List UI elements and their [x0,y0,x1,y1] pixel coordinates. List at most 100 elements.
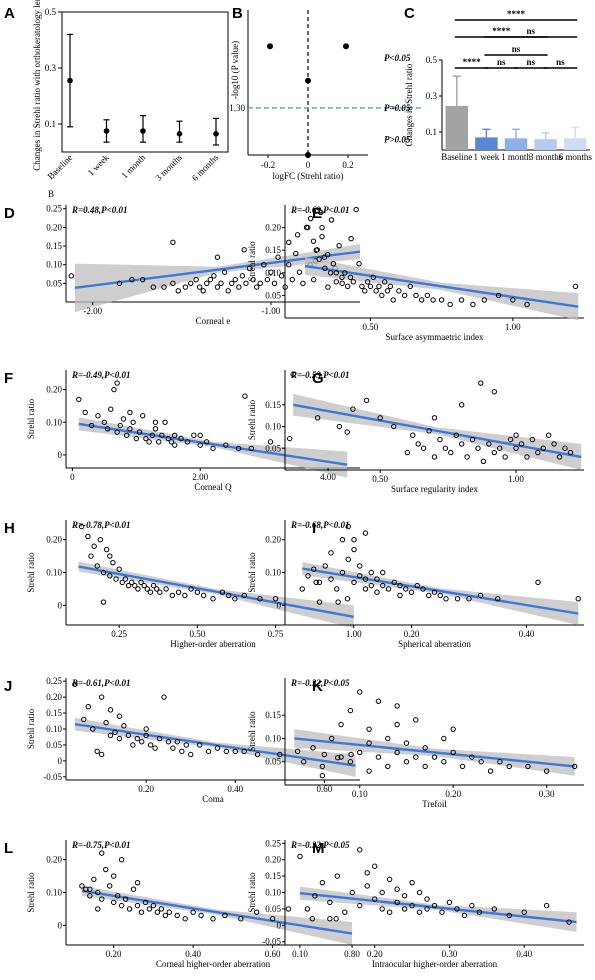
data-point-g [363,397,370,404]
correlation-label-m: R=-0.32,P<0.05 [290,840,350,850]
y-tick-label-g: 0.10 [265,422,281,432]
data-point-i [345,523,351,530]
data-point-e [438,297,445,303]
data-point-k [487,768,494,774]
data-point-d [293,250,299,257]
data-point-i [345,556,351,563]
data-point-i [397,582,403,589]
data-point-i [351,579,357,586]
data-point-l [99,850,105,856]
panel-k: K 0.10 0.20 0.30 0.15 0.10 0.05 Trefoil Strehl r… [247,678,584,809]
data-point-i [426,592,432,599]
data-point-m [304,906,311,912]
panel-letter-b: B [232,5,243,22]
y-tick-label-d: 0.25 [46,204,62,214]
data-point-h [85,533,91,540]
data-point-h [119,579,125,586]
data-point-h [135,586,141,592]
y-axis-label-m: Strehl ratio [247,872,257,913]
data-point-g [420,445,427,451]
data-point-g [524,454,530,460]
panel-h: H 0.25 0.50 0.75 1.00 0.20 0.10 0 Higher-order a… [4,520,362,649]
data-point-l [146,906,153,912]
data-point-f [223,442,229,448]
data-point-h [313,579,319,586]
data-point-l [114,893,121,899]
data-point-j [139,739,145,745]
data-point-e [319,224,325,231]
data-point-d [170,239,176,246]
data-point-e [407,283,413,290]
mean-point-a [176,131,183,137]
point-b [343,43,349,50]
data-point-i [437,592,443,599]
data-point-k [506,763,512,770]
data-point-g [535,449,541,456]
data-point-d [243,280,249,287]
data-point-e [353,206,359,213]
data-point-m [439,909,445,915]
x-tick-label-h: 0.75 [268,629,284,639]
correlation-label-i: R=-0.68,P<0.01 [290,520,350,530]
data-point-l [87,886,93,892]
data-point-d [328,217,335,223]
data-point-e [367,283,374,290]
data-point-i [351,546,357,553]
data-point-j [116,735,123,742]
y-axis-label-k: Strehl ratio [247,711,257,752]
correlation-label-g: R=-0.53,P<0.01 [290,370,350,380]
data-point-k [441,759,447,765]
data-point-f [149,432,155,439]
data-point-i [431,589,438,595]
regression-line-j [74,723,356,767]
y-tick-label-i: 0.10 [265,568,281,578]
regression-line-f [78,422,348,466]
significance-label-c: **** [507,9,526,19]
y-tick-label-d: 0.05 [46,278,62,288]
panel-c: C 0.5 0.3 0.1 Changes in Strehl ratio Baselin… [404,5,592,162]
data-point-d [139,276,146,283]
x-tick-label-f: 2.00 [192,472,208,482]
data-point-e [316,256,322,262]
data-point-m [349,889,355,896]
data-point-l [158,906,165,912]
x-tick-label-j: 0.20 [138,784,154,794]
data-point-m [446,899,453,906]
data-point-f [162,419,168,425]
data-point-f [127,409,133,416]
data-point-m [394,886,400,892]
x-tick-label-k: 0.10 [352,789,368,799]
data-point-m [409,902,415,909]
data-point-f [114,380,120,386]
regression-line-l [81,889,353,935]
significance-label-c: ns [556,57,565,67]
data-point-f [248,445,255,452]
y-tick-label-j: 0.20 [46,692,62,702]
data-point-f [76,396,82,403]
data-point-f [139,413,146,419]
x-axis-label-d: Corneal e [196,316,231,326]
data-point-g [350,406,356,412]
data-point-g [491,389,497,395]
x-tick-label-l: 0.60 [265,949,281,959]
regression-line-k [294,737,575,768]
data-point-g [314,415,321,421]
data-point-k [403,740,410,746]
data-point-m [491,906,497,912]
y-tick-label-a: 0.1 [45,119,56,129]
data-point-f [191,432,197,439]
data-point-f [286,435,293,442]
data-point-e [370,274,376,281]
data-point-m [469,902,475,909]
mean-point-a [140,128,146,134]
data-point-k [385,735,391,742]
data-point-d [268,269,274,275]
data-point-k [431,754,438,760]
data-point-m [386,909,393,915]
data-point-e [418,297,425,303]
data-point-j [134,735,140,742]
data-point-f [203,439,210,445]
data-point-f [114,429,120,435]
data-point-f [171,442,178,448]
data-point-k [413,717,419,723]
